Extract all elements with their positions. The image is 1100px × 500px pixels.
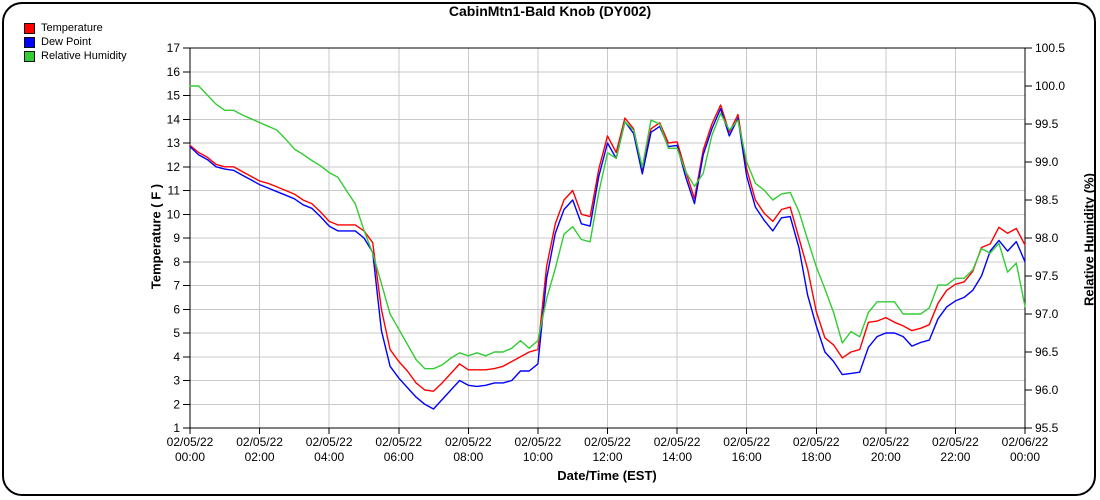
axis-tick-labels: 123456789101112131415161795.596.096.597.… [167,41,1066,464]
dew-point-line [189,107,1026,410]
legend-swatch-relative-humidity-icon [24,50,35,62]
svg-text:95.5: 95.5 [1035,421,1059,435]
svg-text:5: 5 [173,326,180,340]
svg-text:99.0: 99.0 [1035,155,1059,169]
axis-ticks [183,47,1032,434]
svg-text:04:00: 04:00 [314,450,344,464]
right-axis-title: Relative Humidity (%) [1081,173,1097,306]
svg-text:02:00: 02:00 [245,450,275,464]
svg-text:16:00: 16:00 [732,450,762,464]
svg-text:02/06/22: 02/06/22 [1002,435,1049,449]
svg-text:02/05/22: 02/05/22 [723,435,770,449]
svg-text:02/05/22: 02/05/22 [167,435,214,449]
svg-text:02/05/22: 02/05/22 [515,435,562,449]
svg-text:00:00: 00:00 [1010,450,1040,464]
svg-text:15: 15 [167,89,181,103]
svg-text:1: 1 [173,421,180,435]
svg-text:02/05/22: 02/05/22 [375,435,422,449]
svg-text:06:00: 06:00 [384,450,414,464]
svg-text:10: 10 [167,207,181,221]
svg-text:96.0: 96.0 [1035,383,1059,397]
svg-text:100.0: 100.0 [1035,79,1065,93]
chart-title: CabinMtn1-Bald Knob (DY002) [448,3,652,19]
svg-text:00:00: 00:00 [175,450,205,464]
svg-text:9: 9 [173,231,180,245]
svg-text:96.5: 96.5 [1035,345,1059,359]
svg-text:02/05/22: 02/05/22 [584,435,631,449]
svg-text:02/05/22: 02/05/22 [862,435,909,449]
svg-text:08:00: 08:00 [453,450,483,464]
svg-text:02/05/22: 02/05/22 [306,435,353,449]
svg-text:20:00: 20:00 [871,450,901,464]
legend-label-dew-point: Dew Point [41,35,92,48]
x-axis-title: Date/Time (EST) [557,468,657,483]
svg-text:4: 4 [173,350,180,364]
legend-swatch-dew-point-icon [24,36,35,48]
svg-text:98.0: 98.0 [1035,231,1059,245]
svg-text:6: 6 [173,302,180,316]
svg-text:02/05/22: 02/05/22 [654,435,701,449]
svg-text:22:00: 22:00 [940,450,970,464]
legend-label-relative-humidity: Relative Humidity [41,49,127,62]
svg-text:12: 12 [167,160,181,174]
svg-text:18:00: 18:00 [801,450,831,464]
relative-humidity-line [189,85,1026,370]
svg-text:8: 8 [173,255,180,269]
svg-text:13: 13 [167,136,181,150]
svg-text:97.0: 97.0 [1035,307,1059,321]
svg-text:3: 3 [173,374,180,388]
svg-text:02/05/22: 02/05/22 [236,435,283,449]
svg-text:17: 17 [167,41,181,55]
svg-text:97.5: 97.5 [1035,269,1059,283]
svg-text:10:00: 10:00 [523,450,553,464]
legend: Temperature Dew Point Relative Humidity [24,21,127,63]
temperature-line [189,104,1026,392]
svg-text:98.5: 98.5 [1035,193,1059,207]
svg-text:12:00: 12:00 [592,450,622,464]
svg-text:02/05/22: 02/05/22 [793,435,840,449]
legend-label-temperature: Temperature [41,21,103,34]
svg-text:16: 16 [167,65,181,79]
svg-text:02/05/22: 02/05/22 [932,435,979,449]
svg-text:02/05/22: 02/05/22 [445,435,492,449]
svg-text:7: 7 [173,279,180,293]
left-axis-title: Temperature ( F ) [148,183,164,290]
legend-swatch-temperature-icon [24,22,35,34]
legend-item-relative-humidity: Relative Humidity [24,49,127,63]
legend-item-dew-point: Dew Point [24,35,127,49]
svg-text:14: 14 [167,112,181,126]
svg-text:11: 11 [168,184,181,198]
gridlines [190,48,1025,428]
legend-item-temperature: Temperature [24,21,127,35]
svg-text:2: 2 [173,397,180,411]
svg-text:99.5: 99.5 [1035,117,1059,131]
svg-text:100.5: 100.5 [1035,41,1065,55]
svg-text:14:00: 14:00 [662,450,692,464]
